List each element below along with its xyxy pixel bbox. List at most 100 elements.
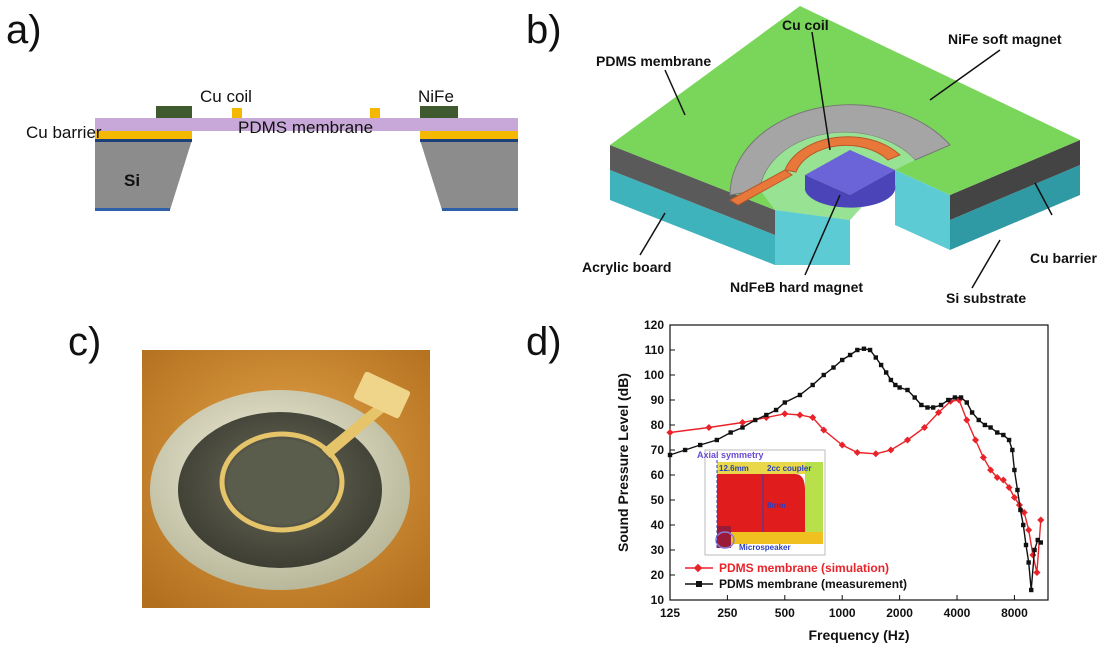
data-point-simulation (979, 453, 987, 462)
y-tick-label: 100 (644, 368, 664, 382)
inset-gradient-top (717, 462, 823, 474)
y-tick-label: 120 (644, 318, 664, 332)
inset-speaker-left (717, 526, 731, 548)
x-tick-label: 1000 (829, 606, 856, 620)
data-point-measurement (893, 382, 898, 388)
data-point-simulation (809, 413, 817, 422)
leader-pdms-b (664, 69, 686, 116)
y-axis-title: Sound Pressure Level (dB) (615, 373, 631, 552)
photo-coil-ring (219, 431, 345, 533)
cu-barrier-right (420, 131, 518, 139)
data-point-measurement (1038, 540, 1043, 545)
label-nife-b: NiFe soft magnet (948, 31, 1062, 47)
data-point-measurement (952, 395, 958, 400)
label-ndfeb-b: NdFeB hard magnet (730, 279, 863, 295)
label-nife-a: NiFe (418, 87, 454, 106)
data-point-measurement (831, 365, 836, 370)
y-tick-label: 90 (651, 393, 665, 407)
label-cu-barrier-a: Cu barrier (26, 123, 102, 142)
data-point-measurement (988, 425, 993, 430)
data-point-measurement (773, 407, 779, 413)
leader-cu-coil-b (811, 31, 831, 151)
panel-b-3d-cutaway: Cu coil NiFe soft magnet PDMS membrane A… (582, 6, 1097, 306)
panel-a-cross-section: Cu coil NiFe Cu barrier PDMS membrane Si (26, 87, 518, 211)
leader-si-b (971, 239, 1001, 289)
data-point-measurement (867, 347, 873, 353)
data-point-measurement (1023, 542, 1029, 548)
si-left-block (95, 140, 192, 210)
y-tick-label: 60 (651, 468, 665, 482)
spl-frequency-chart: 10 20 30 40 50 60 70 80 90 100 110 120 125 250 500 1000… (615, 318, 1049, 643)
data-point-measurement (964, 400, 969, 405)
data-point-measurement (1035, 537, 1040, 543)
data-point-simulation (971, 436, 980, 444)
data-point-measurement (753, 417, 758, 423)
data-point-measurement (958, 395, 964, 400)
label-cu-barrier-b: Cu barrier (1030, 250, 1097, 266)
chart-inset: Axial symmetry 12.6mm 2cc coupler 8mm Mi… (697, 449, 826, 556)
data-point-measurement (782, 400, 788, 405)
ndfeb-magnet (805, 150, 895, 195)
data-point-measurement (982, 422, 988, 428)
legend-sim-marker (693, 563, 703, 573)
data-point-measurement (764, 412, 769, 418)
data-point-measurement (878, 362, 884, 368)
y-tick-label: 20 (651, 568, 665, 582)
cu-coil-lead (729, 169, 793, 206)
panel-b-letter: b) (526, 8, 562, 52)
nife-right (420, 106, 458, 118)
data-point-simulation (987, 466, 995, 474)
si-top-line-left (95, 139, 192, 142)
si-bottom-line-left (95, 208, 170, 211)
data-point-simulation (705, 423, 713, 432)
data-point-simulation (853, 448, 861, 457)
data-point-measurement (1029, 587, 1034, 593)
data-point-measurement (905, 387, 910, 393)
inset-coupler-label: 2cc coupler (767, 464, 811, 473)
inset-speaker-label: Microspeaker (739, 543, 791, 552)
pdms-membrane (95, 118, 518, 131)
data-point-simulation (887, 446, 895, 454)
y-tick-label: 50 (651, 493, 665, 507)
data-point-measurement (740, 425, 745, 430)
legend-meas-marker (696, 581, 702, 587)
data-point-simulation (666, 428, 674, 437)
panel-d-letter: d) (526, 320, 562, 364)
x-axis-title: Frequency (Hz) (808, 627, 909, 643)
inset-pressure-field (717, 474, 805, 532)
inset-gradient-right (805, 462, 823, 542)
photo-membrane (227, 439, 337, 525)
cu-coil-right (370, 108, 380, 118)
x-tick-label: 2000 (886, 606, 913, 620)
data-point-measurement (797, 392, 803, 398)
cut-wall-right (895, 170, 950, 250)
label-cu-coil-b: Cu coil (782, 17, 829, 33)
si-right-block (420, 140, 518, 210)
inset-speaker-strip (717, 532, 823, 544)
data-point-measurement (1018, 507, 1023, 513)
cu-barrier-left-b (610, 145, 775, 235)
data-point-measurement (861, 346, 867, 351)
cu-coil-ring (784, 136, 901, 173)
label-si-a: Si (124, 171, 140, 190)
panel-c-letter: c) (68, 320, 102, 364)
data-point-simulation (781, 410, 789, 418)
data-point-simulation (993, 473, 1001, 482)
data-point-simulation (935, 408, 943, 417)
chart-legend: PDMS membrane (simulation) PDMS membrane… (685, 561, 907, 591)
data-point-measurement (840, 357, 845, 363)
y-tick-label: 30 (651, 543, 665, 557)
data-point-measurement (810, 382, 815, 388)
legend-sim-label: PDMS membrane (simulation) (719, 561, 889, 575)
inset-axial-label: Axial symmetry (697, 450, 764, 460)
cu-barrier-left (95, 131, 192, 139)
data-point-measurement (1012, 467, 1017, 473)
data-point-measurement (976, 417, 981, 423)
photo-coil-lead (322, 400, 389, 458)
data-point-measurement (925, 405, 930, 410)
data-point-simulation (738, 418, 747, 427)
legend-meas-label: PDMS membrane (measurement) (719, 577, 907, 591)
cu-coil-left (232, 108, 242, 118)
data-point-measurement (930, 405, 936, 410)
si-substrate-left (610, 170, 775, 265)
